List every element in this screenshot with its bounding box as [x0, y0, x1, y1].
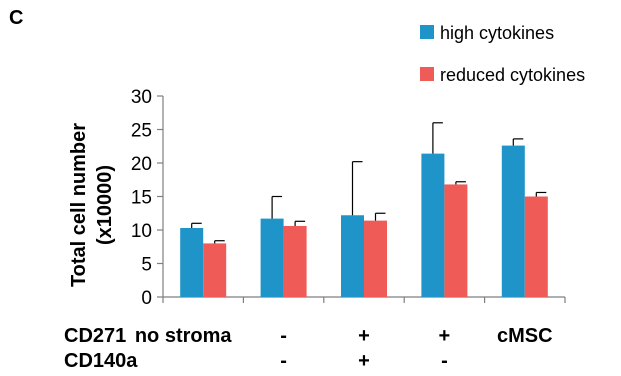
row-label-cd140a: CD140a — [64, 350, 138, 372]
bar-high — [341, 215, 364, 297]
bar-reduced — [283, 225, 307, 297]
plot-area: 0 5 10 15 20 25 30 — [131, 87, 566, 309]
y-tick-label: 0 — [141, 288, 152, 309]
bar-high — [180, 227, 204, 297]
row-label-cd271: CD271 — [64, 325, 126, 347]
legend-label: reduced cytokines — [440, 65, 585, 85]
legend-label: high cytokines — [440, 23, 554, 43]
row-value-cd140a: - — [280, 350, 287, 372]
y-tick-label: 20 — [131, 154, 152, 175]
legend-swatch — [420, 25, 434, 39]
row-value-cd271: cMSC — [497, 325, 553, 347]
y-tick-label: 15 — [131, 188, 152, 209]
y-tick-label: 10 — [131, 221, 152, 242]
bar-reduced — [444, 184, 468, 297]
y-tick-label: 25 — [131, 121, 152, 142]
legend-swatch — [420, 67, 434, 81]
bar-reduced — [203, 243, 227, 297]
bar-high — [260, 218, 284, 297]
y-axis-label: Total cell number (x10000) — [68, 123, 116, 287]
row-value-cd271: + — [439, 325, 451, 347]
legend: high cytokines reduced cytokines — [420, 23, 585, 85]
y-tick-label: 5 — [141, 255, 152, 276]
row-value-cd140a: - — [441, 350, 448, 372]
bar-high — [501, 145, 525, 297]
row-value-cd140a: + — [358, 350, 370, 372]
condition-rows: CD271 no stroma - + + cMSC CD140a - + - — [64, 325, 553, 372]
row-value-cd271: - — [280, 325, 287, 347]
row-value-cd271: + — [358, 325, 370, 347]
y-tick-label: 30 — [131, 87, 152, 108]
bar-reduced — [364, 220, 387, 297]
y-axis-label-line1: Total cell number — [68, 123, 90, 287]
bar-reduced — [524, 196, 548, 297]
row-value-cd271: no stroma — [135, 325, 233, 347]
bar-high — [421, 153, 445, 297]
y-axis-label-line2: (x10000) — [94, 165, 116, 245]
panel-label: C — [9, 7, 23, 29]
